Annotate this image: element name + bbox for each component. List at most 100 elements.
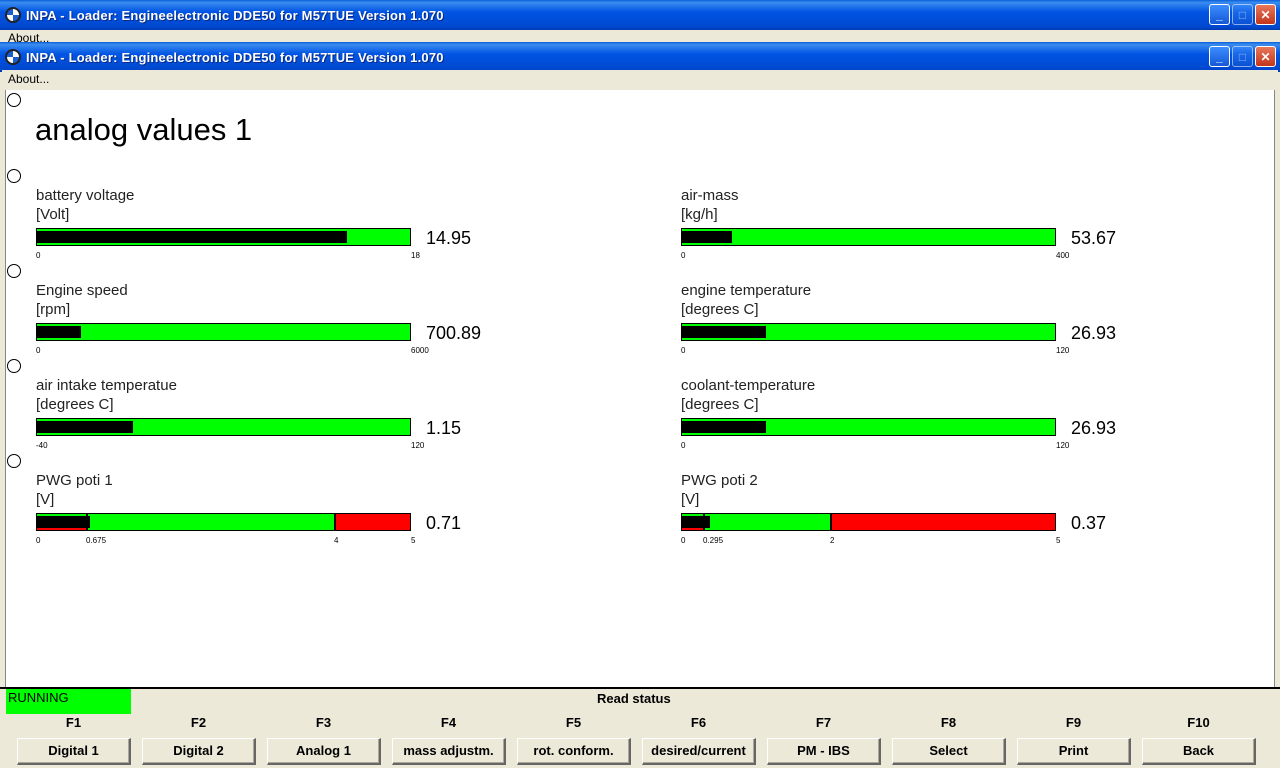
gauge-max-label: 6000 [411, 346, 429, 355]
status-bar: RUNNING Read status F1 Digital 1 F2 Digital… [0, 687, 1280, 768]
gauge-name: PWG poti 2 [681, 472, 758, 489]
gauge-unit: [Volt] [36, 206, 70, 223]
inner-menubar: About... [2, 70, 1278, 88]
gauge-bar [681, 513, 1056, 531]
read-status-label: Read status [597, 691, 671, 706]
gauge-bar [36, 228, 411, 246]
radio-button[interactable] [7, 359, 21, 373]
close-button[interactable]: ✕ [1255, 46, 1276, 67]
radio-button[interactable] [7, 169, 21, 183]
bmw-logo-icon [5, 49, 21, 65]
gauge-name: air intake temperatue [36, 377, 177, 394]
menu-about[interactable]: About... [8, 72, 50, 86]
gauge-bar [36, 323, 411, 341]
gauge: battery voltage [Volt] 14.95 0 18 [36, 187, 516, 282]
gauge-bar [681, 323, 1056, 341]
gauge-min-label: -40 [36, 441, 48, 450]
gauge-unit: [degrees C] [681, 301, 759, 318]
outer-menubar: About... [2, 30, 1278, 42]
radio-button[interactable] [7, 264, 21, 278]
gauge-red-zone [831, 514, 1055, 530]
fkey-label: F7 [815, 715, 832, 730]
gauge-value: 1.15 [426, 418, 462, 438]
gauge-red-zone [335, 514, 410, 530]
radio-button[interactable] [7, 93, 21, 107]
gauge-mid-label: 0.675 [86, 536, 107, 545]
gauge: coolant-temperature [degrees C] 26.93 0 120 [681, 377, 1161, 472]
gauge-unit: [V] [681, 491, 700, 508]
gauge-fill [682, 421, 766, 433]
gauge-fill [682, 326, 766, 338]
radio-button[interactable] [7, 454, 21, 468]
gauge-name: engine temperature [681, 282, 812, 299]
fkey-label: F4 [440, 715, 457, 730]
gauge-mid-label: 0.295 [703, 536, 724, 545]
fkey-button[interactable]: Print [1017, 738, 1131, 765]
gauge-min-label: 0 [681, 536, 686, 545]
gauge-value: 53.67 [1071, 228, 1117, 248]
gauge-unit: [kg/h] [681, 206, 718, 223]
bmw-logo-icon [5, 7, 21, 23]
gauge-unit: [degrees C] [36, 396, 114, 413]
inner-window-titlebar[interactable]: INPA - Loader: Engineelectronic DDE50 fo… [0, 42, 1280, 72]
gauge-fill [37, 231, 347, 243]
fkey-button[interactable]: Digital 1 [17, 738, 131, 765]
gauge-value: 0.37 [1071, 513, 1107, 533]
gauge-threshold-marker [334, 514, 336, 530]
fkey-button[interactable]: desired/current [642, 738, 756, 765]
fkey-button[interactable]: Analog 1 [267, 738, 381, 765]
gauge-bar [36, 418, 411, 436]
page-title: analog values 1 [35, 112, 253, 147]
fkey-label: F10 [1187, 715, 1210, 730]
gauge-min-label: 0 [681, 346, 686, 355]
fkey-label: F9 [1065, 715, 1082, 730]
analog-values-panel: analog values 1 battery voltage [Volt] 14.… [5, 90, 1275, 687]
fkey-button[interactable]: Back [1142, 738, 1256, 765]
fkey-button[interactable]: mass adjustm. [392, 738, 506, 765]
maximize-button[interactable]: □ [1232, 46, 1253, 67]
gauge-unit: [degrees C] [681, 396, 759, 413]
fkey-button[interactable]: Select [892, 738, 1006, 765]
fkey-label: F2 [190, 715, 207, 730]
gauge-value: 14.95 [426, 228, 472, 248]
inner-window-title: INPA - Loader: Engineelectronic DDE50 fo… [26, 49, 444, 65]
gauge-threshold-label: 4 [334, 536, 339, 545]
gauge: air-mass [kg/h] 53.67 0 400 [681, 187, 1161, 282]
gauge-value: 700.89 [426, 323, 482, 343]
fkey-label: F1 [65, 715, 82, 730]
gauge-fill [37, 421, 133, 433]
gauge-threshold-label: 2 [830, 536, 835, 545]
gauge-min-label: 0 [36, 536, 41, 545]
gauge-value: 0.71 [426, 513, 462, 533]
gauge-unit: [V] [36, 491, 55, 508]
gauge-max-label: 120 [411, 441, 425, 450]
gauge-fill [37, 326, 81, 338]
fkey-button[interactable]: PM - IBS [767, 738, 881, 765]
gauge-name: battery voltage [36, 187, 135, 204]
maximize-button[interactable]: □ [1232, 4, 1253, 25]
minimize-button[interactable]: _ [1209, 4, 1230, 25]
close-button[interactable]: ✕ [1255, 4, 1276, 25]
menu-about[interactable]: About... [8, 31, 50, 42]
gauge-bar [36, 513, 411, 531]
fkey-label: F3 [315, 715, 332, 730]
gauge: air intake temperatue [degrees C] 1.15 -40 1… [36, 377, 516, 472]
gauge-unit: [rpm] [36, 301, 71, 318]
gauge-min-label: 0 [681, 251, 686, 260]
minimize-button[interactable]: _ [1209, 46, 1230, 67]
gauge-threshold-marker [830, 514, 832, 530]
outer-window-titlebar[interactable]: INPA - Loader: Engineelectronic DDE50 fo… [0, 0, 1280, 30]
gauge-max-label: 5 [411, 536, 416, 545]
gauge-min-label: 0 [36, 251, 41, 260]
fkey-button[interactable]: rot. conform. [517, 738, 631, 765]
gauge-max-label: 120 [1056, 346, 1070, 355]
gauge-value: 26.93 [1071, 418, 1117, 438]
fkey-label: F6 [690, 715, 707, 730]
gauge-bar [681, 228, 1056, 246]
gauge-name: coolant-temperature [681, 377, 816, 394]
gauge: PWG poti 1 [V] 0.71 0 0.675 4 5 [36, 472, 516, 567]
gauge-name: Engine speed [36, 282, 128, 299]
gauge-bar [681, 418, 1056, 436]
gauge-name: air-mass [681, 187, 739, 204]
fkey-button[interactable]: Digital 2 [142, 738, 256, 765]
